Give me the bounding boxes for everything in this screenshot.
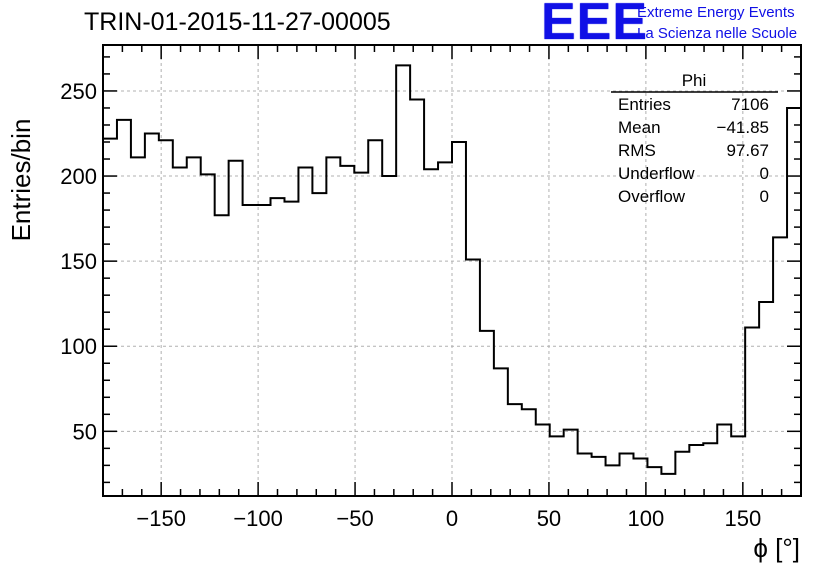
x-tick-label: 100 — [628, 506, 665, 531]
x-tick-label: 50 — [537, 506, 561, 531]
stat-label-underflow: Underflow — [618, 164, 695, 183]
y-tick-label: 150 — [60, 249, 97, 274]
stat-value-mean: −41.85 — [717, 118, 769, 137]
x-tick-label: −50 — [336, 506, 373, 531]
x-tick-label: 0 — [446, 506, 458, 531]
x-tick-label: −150 — [136, 506, 186, 531]
stat-label-entries: Entries — [618, 95, 671, 114]
axis-ticks — [102, 45, 802, 496]
stat-value-entries: 7106 — [731, 95, 769, 114]
stat-value-overflow: 0 — [760, 187, 769, 206]
y-tick-label: 200 — [60, 164, 97, 189]
stat-label-overflow: Overflow — [618, 187, 686, 206]
stat-value-rms: 97.67 — [726, 141, 769, 160]
x-tick-label: −100 — [233, 506, 283, 531]
logo-caption-line1: Extreme Energy Events — [637, 4, 795, 21]
eee-logo: EEE — [541, 0, 649, 51]
y-axis-title: Entries/bin — [6, 119, 36, 242]
stats-box: Phi Entries 7106 Mean −41.85 RMS 97.67 U… — [611, 71, 778, 206]
histogram-line — [103, 64, 801, 475]
chart-title: TRIN-01-2015-11-27-00005 — [84, 8, 391, 36]
stat-label-rms: RMS — [618, 141, 656, 160]
stat-label-mean: Mean — [618, 118, 661, 137]
stats-box-name: Phi — [682, 71, 707, 90]
grid-lines — [103, 45, 801, 496]
x-tick-label: 150 — [724, 506, 761, 531]
logo-caption-line2: La Scienza nelle Scuole — [637, 25, 798, 42]
y-tick-label: 250 — [60, 79, 97, 104]
stat-value-underflow: 0 — [760, 164, 769, 183]
x-axis-title: ϕ [°] — [753, 533, 800, 563]
y-tick-label: 50 — [73, 419, 97, 444]
tick-labels: −150 −100 −50 0 50 100 150 50 100 150 200 250 — [60, 79, 761, 531]
y-tick-label: 100 — [60, 334, 97, 359]
